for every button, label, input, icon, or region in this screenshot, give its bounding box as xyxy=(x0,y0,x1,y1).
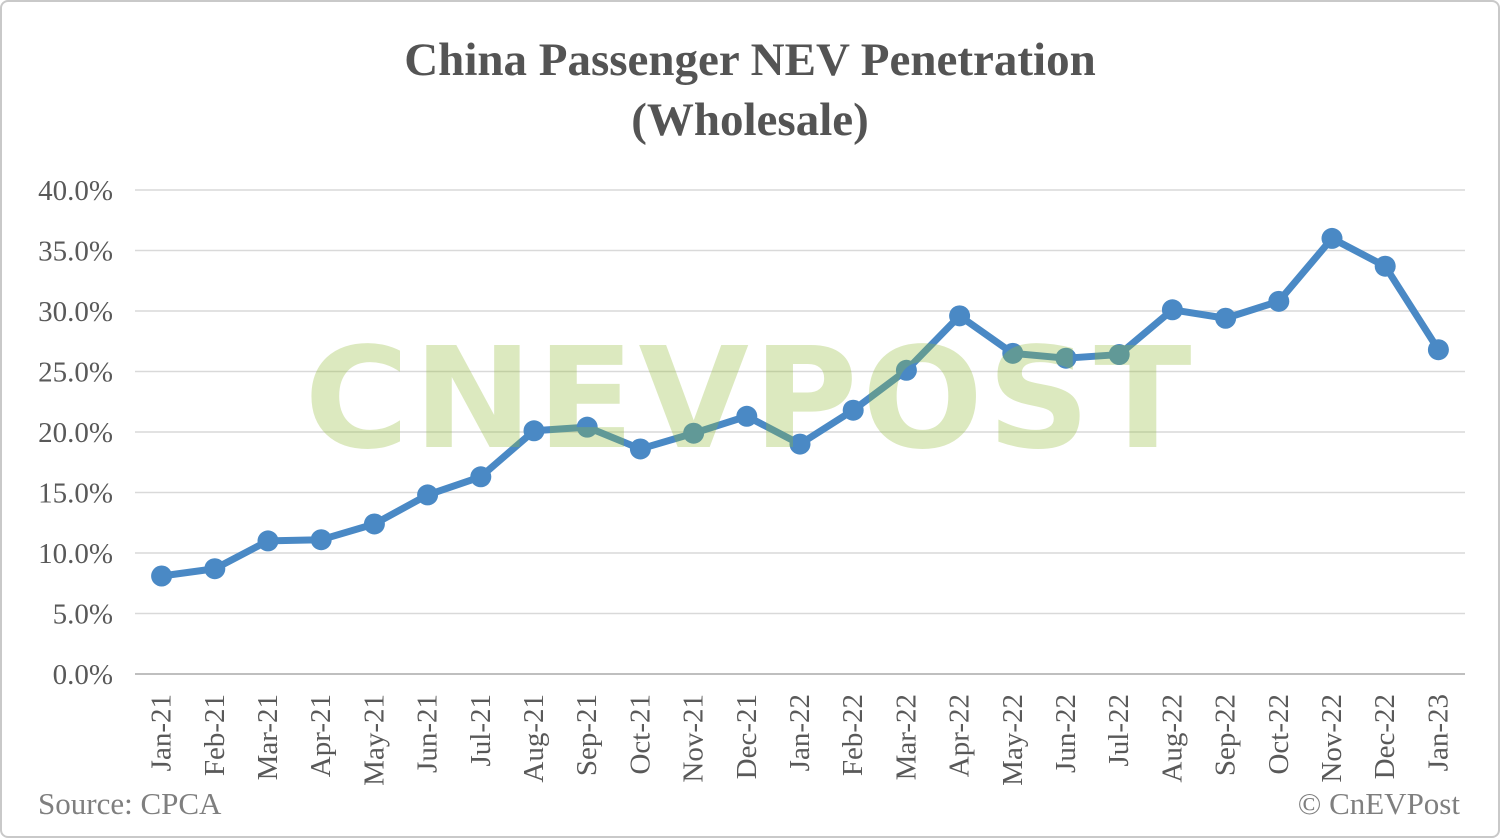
x-tick-label: Feb-22 xyxy=(837,694,869,776)
data-point xyxy=(151,565,173,587)
data-point xyxy=(736,405,758,427)
x-tick-label: Jan-22 xyxy=(784,694,816,771)
data-point xyxy=(204,558,226,580)
data-point xyxy=(1055,347,1077,369)
data-point xyxy=(789,433,811,455)
y-tick-label: 40.0% xyxy=(38,175,113,207)
data-point xyxy=(949,305,971,327)
chart-title-line1: China Passenger NEV Penetration xyxy=(404,34,1096,86)
x-tick-label: Sep-22 xyxy=(1210,694,1242,776)
y-tick-label: 10.0% xyxy=(38,538,113,570)
y-tick-label: 35.0% xyxy=(38,236,113,268)
data-point xyxy=(417,484,439,506)
x-tick-label: Dec-22 xyxy=(1369,694,1401,779)
data-point xyxy=(1161,299,1183,321)
x-tick-label: Apr-21 xyxy=(305,694,337,777)
data-line xyxy=(158,234,1442,580)
x-tick-label: Oct-21 xyxy=(624,694,656,775)
x-tick-label: Feb-21 xyxy=(199,694,231,776)
y-tick-label: 5.0% xyxy=(53,599,113,631)
chart-title-line2: (Wholesale) xyxy=(631,94,869,147)
data-point xyxy=(1427,339,1449,361)
copyright-label: © CnEVPost xyxy=(1297,786,1460,821)
data-point xyxy=(470,466,492,488)
data-point xyxy=(1108,344,1130,366)
data-point xyxy=(523,420,545,442)
data-point xyxy=(683,422,705,444)
x-tick-label: Nov-22 xyxy=(1316,694,1348,783)
x-tick-label: Dec-21 xyxy=(731,694,763,779)
y-tick-label: 25.0% xyxy=(38,357,113,389)
x-tick-label: Sep-21 xyxy=(571,694,603,776)
x-tick-label: Jan-23 xyxy=(1422,694,1454,771)
data-point xyxy=(576,416,598,438)
x-tick-label: Jul-21 xyxy=(465,694,497,767)
data-point xyxy=(257,530,279,552)
y-tick-label: 0.0% xyxy=(53,659,113,691)
data-point xyxy=(1268,290,1290,312)
data-point xyxy=(1321,227,1343,249)
data-point xyxy=(310,529,332,551)
data-point xyxy=(1215,307,1237,329)
x-tick-label: Apr-22 xyxy=(944,694,976,777)
x-tick-label: Aug-22 xyxy=(1156,694,1188,783)
x-tick-label: Jun-21 xyxy=(412,694,444,773)
page-title: China Passenger NEV Penetration (Wholesa… xyxy=(2,30,1498,150)
x-tick-label: Nov-21 xyxy=(678,694,710,783)
data-point xyxy=(629,438,651,460)
x-tick-label: May-22 xyxy=(997,694,1029,786)
x-tick-label: Mar-21 xyxy=(252,694,284,780)
x-tick-label: Jun-22 xyxy=(1050,694,1082,773)
source-label: Source: CPCA xyxy=(38,786,222,821)
x-tick-label: Jan-21 xyxy=(146,694,178,771)
data-point xyxy=(1002,342,1024,364)
data-point xyxy=(842,399,864,421)
x-tick-label: Mar-22 xyxy=(890,694,922,780)
x-tick-label: Aug-21 xyxy=(518,694,550,783)
y-tick-label: 30.0% xyxy=(38,296,113,328)
data-point xyxy=(1374,255,1396,277)
y-tick-label: 20.0% xyxy=(38,417,113,449)
x-tick-label: May-21 xyxy=(358,694,390,786)
y-tick-label: 15.0% xyxy=(38,478,113,510)
data-point xyxy=(363,513,385,535)
data-point xyxy=(895,359,917,381)
x-tick-label: Oct-22 xyxy=(1263,694,1295,775)
x-tick-label: Jul-22 xyxy=(1103,694,1135,767)
